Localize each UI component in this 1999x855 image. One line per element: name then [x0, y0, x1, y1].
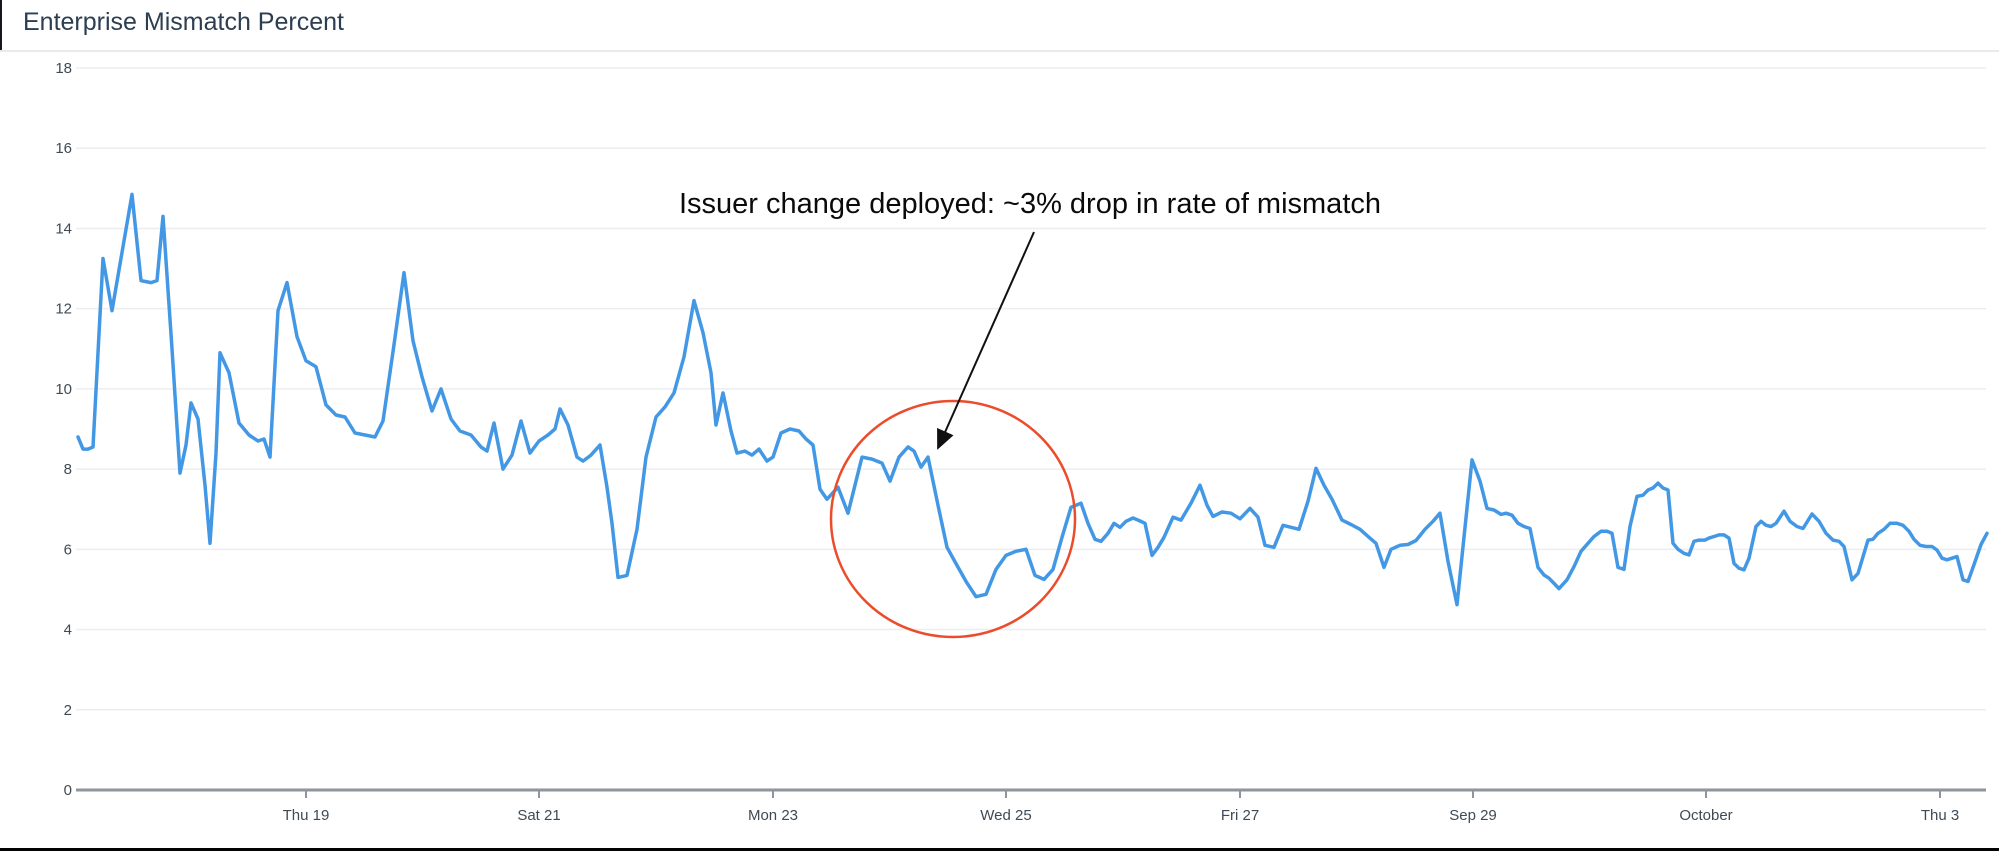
y-tick-label: 12 [55, 301, 72, 318]
y-tick-label: 10 [55, 381, 72, 398]
y-tick-label: 0 [64, 782, 72, 799]
x-tick-label: Fri 27 [1221, 807, 1259, 824]
x-tick-label: Mon 23 [748, 807, 798, 824]
x-tick-label: Sep 29 [1449, 807, 1497, 824]
gridlines [76, 67, 1986, 792]
y-tick-label: 18 [55, 60, 72, 77]
page-title: Enterprise Mismatch Percent [23, 8, 344, 36]
title-separator [0, 50, 1999, 52]
y-tick-label: 14 [55, 220, 72, 237]
y-tick-label: 4 [64, 622, 72, 639]
x-tick-label: Thu 3 [1921, 807, 1959, 824]
data-series-line [76, 192, 1989, 607]
window-edge-bottom [0, 848, 1999, 851]
x-tick-label: Thu 19 [283, 807, 330, 824]
y-tick-label: 2 [64, 702, 72, 719]
x-axis-labels: Thu 19 Sat 21 Mon 23 Wed 25 Fri 27 Sep 29 Octo… [283, 790, 1959, 824]
y-tick-label: 16 [55, 140, 72, 157]
highlight-circle [829, 399, 1077, 639]
x-tick-label: Wed 25 [980, 807, 1031, 824]
annotation-layer: Issuer change deployed: ~3% drop in rate… [679, 188, 1381, 639]
y-tick-label: 6 [64, 541, 72, 558]
y-tick-label: 8 [64, 461, 72, 478]
y-axis-labels: 0 2 4 6 8 10 12 14 16 18 [55, 60, 72, 799]
window-edge-left [0, 0, 2, 52]
x-tick-label: October [1679, 807, 1732, 824]
x-tick-label: Sat 21 [517, 807, 560, 824]
annotation-text: Issuer change deployed: ~3% drop in rate… [679, 188, 1381, 220]
mismatch-percent-line [76, 192, 1989, 607]
annotation-arrow [937, 231, 1035, 450]
